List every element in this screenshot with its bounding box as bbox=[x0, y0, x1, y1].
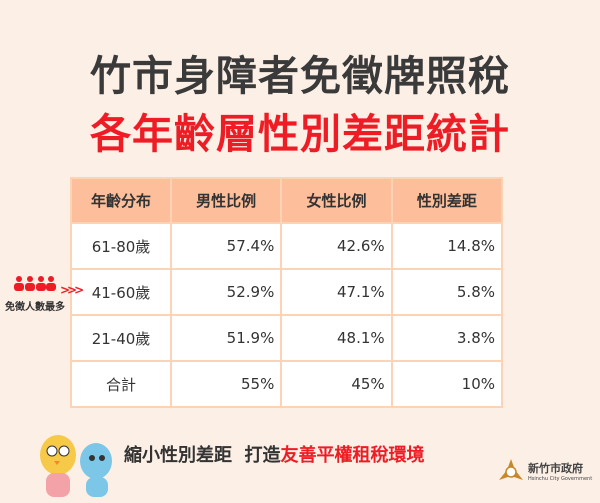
cell-female: 45% bbox=[280, 360, 393, 408]
table-row-total: 合計 55% 45% 10% bbox=[70, 360, 504, 408]
most-exempt-badge: 免徵人數最多 bbox=[0, 275, 70, 313]
badge-label: 免徵人數最多 bbox=[5, 302, 65, 313]
title-line-1: 竹市身障者免徵牌照稅 bbox=[90, 52, 510, 100]
cell-male: 51.9% bbox=[169, 314, 283, 362]
header-male: 男性比例 bbox=[169, 177, 283, 224]
cell-age: 21-40歲 bbox=[70, 314, 172, 362]
cell-female: 48.1% bbox=[280, 314, 393, 362]
table-row: 21-40歲 51.9% 48.1% 3.8% bbox=[70, 314, 504, 362]
people-group-icon bbox=[14, 276, 56, 291]
table-header: 年齡分布 男性比例 女性比例 性別差距 bbox=[70, 177, 504, 224]
cell-female: 42.6% bbox=[280, 222, 393, 270]
cell-gap: 10% bbox=[390, 360, 504, 408]
logo-english: Hsinchu City Government bbox=[528, 476, 593, 482]
mascots-illustration bbox=[40, 435, 112, 497]
table-row: 61-80歲 57.4% 42.6% 14.8% bbox=[70, 222, 504, 270]
logo-name: 新竹市政府 bbox=[528, 462, 583, 475]
slogan-part-1: 縮小性別差距 打造 bbox=[124, 445, 281, 466]
header-female: 女性比例 bbox=[280, 177, 393, 224]
city-emblem-icon bbox=[499, 459, 523, 480]
title-line-2: 各年齡層性別差距統計 bbox=[90, 110, 510, 158]
arrows-icon: >>> bbox=[60, 283, 84, 297]
cell-male: 57.4% bbox=[169, 222, 283, 270]
cell-age: 合計 bbox=[70, 360, 172, 408]
hsinchu-city-logo: 新竹市政府 Hsinchu City Government bbox=[498, 458, 592, 484]
cell-gap: 14.8% bbox=[390, 222, 504, 270]
cell-gap: 5.8% bbox=[390, 268, 504, 316]
slogan-part-2: 友善平權租稅環境 bbox=[280, 445, 425, 466]
cell-gap: 3.8% bbox=[390, 314, 504, 362]
header-age: 年齡分布 bbox=[70, 177, 172, 224]
cell-male: 55% bbox=[169, 360, 283, 408]
stats-table: 年齡分布 男性比例 女性比例 性別差距 61-80歲 57.4% 42.6% 1… bbox=[70, 177, 504, 408]
cell-male: 52.9% bbox=[169, 268, 283, 316]
slogan: 縮小性別差距 打造友善平權租稅環境 bbox=[124, 441, 425, 467]
table-row: 41-60歲 52.9% 47.1% 5.8% bbox=[70, 268, 504, 316]
cell-age: 41-60歲 bbox=[70, 268, 172, 316]
header-gap: 性別差距 bbox=[390, 177, 504, 224]
cell-female: 47.1% bbox=[280, 268, 393, 316]
cell-age: 61-80歲 bbox=[70, 222, 172, 270]
